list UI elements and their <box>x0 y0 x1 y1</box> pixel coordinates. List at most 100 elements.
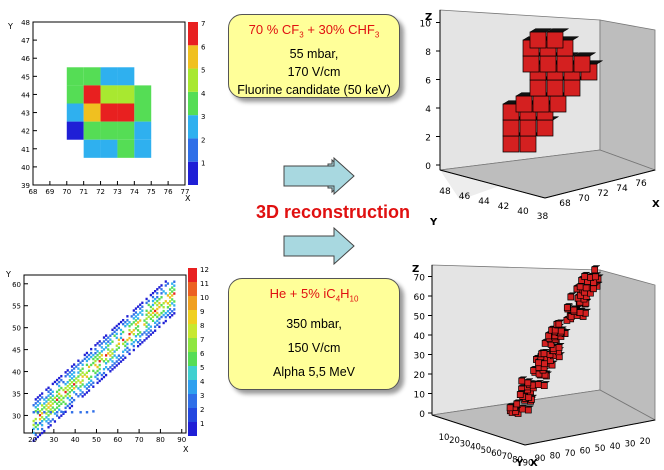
color-scale-label: 8 <box>200 322 204 330</box>
heatmap-cell <box>107 344 110 347</box>
top-gas-subscript-2: 3 <box>374 30 380 40</box>
heatmap-cell <box>51 390 54 394</box>
heatmap-cell <box>132 348 135 352</box>
heatmap-cell <box>105 366 108 369</box>
heatmap-cell <box>160 284 163 287</box>
heatmap-cell <box>128 321 131 324</box>
heatmap-cell <box>109 366 112 369</box>
heatmap-cell <box>49 424 52 427</box>
y-tick-label: 80 <box>512 455 523 465</box>
color-scale-label: 3 <box>200 392 204 400</box>
heatmap-cell <box>62 396 65 400</box>
heatmap-cell <box>164 280 167 283</box>
top-3d-x-label: X <box>652 199 660 210</box>
heatmap-cell <box>151 331 155 334</box>
heatmap-cell <box>68 406 71 410</box>
heatmap-cell <box>38 394 42 397</box>
heatmap-cell <box>73 367 76 370</box>
color-scale-label: 7 <box>200 336 204 344</box>
heatmap-cell <box>164 292 167 295</box>
heatmap-cell <box>90 375 93 378</box>
voxel-face <box>591 266 599 274</box>
heatmap-cell <box>32 431 35 435</box>
heatmap-cell <box>98 379 101 383</box>
heatmap-cell <box>96 365 99 369</box>
heatmap-cell <box>92 385 95 388</box>
heatmap-cell <box>171 294 174 297</box>
voxel-top <box>516 390 527 392</box>
x-tick-label: 20 <box>28 436 37 444</box>
heatmap-cell <box>107 360 110 363</box>
bottom-parameter-box: He + 5% iC4H10 350 mbar, 150 V/cm Alpha … <box>228 278 400 390</box>
heatmap-cell <box>98 356 101 359</box>
heatmap-cell <box>171 314 174 317</box>
heatmap-cell <box>154 290 157 293</box>
heatmap-cell <box>147 335 150 338</box>
color-scale-segment <box>188 408 197 422</box>
heatmap-cell <box>149 313 152 317</box>
heatmap-cell <box>134 103 152 122</box>
heatmap-cell <box>154 301 157 305</box>
heatmap-cell <box>73 383 76 386</box>
y-tick-label: 46 <box>459 192 471 202</box>
y-tick-label: 46 <box>21 55 30 63</box>
x-tick-label: 50 <box>92 436 101 444</box>
bottom-3d-y-label: Y <box>515 458 524 469</box>
heatmap-cell <box>64 394 67 398</box>
heatmap-cell <box>117 358 120 361</box>
heatmap-cell <box>55 414 59 417</box>
color-scale-label: 4 <box>201 90 206 98</box>
heatmap-cell <box>58 396 61 400</box>
voxel-face <box>592 273 599 281</box>
heatmap-cell <box>154 309 157 313</box>
heatmap-cell <box>145 313 148 316</box>
heatmap-cell <box>38 398 42 401</box>
heatmap-cell <box>164 319 167 323</box>
heatmap-cell <box>77 387 80 390</box>
heatmap-cell <box>115 328 118 332</box>
heatmap-cell <box>47 402 50 405</box>
heatmap-cell <box>124 344 127 348</box>
bottom-gas-mixture: He + 5% iC4H10 <box>229 285 399 309</box>
heatmap-cell <box>90 379 93 382</box>
heatmap-cell <box>98 367 101 371</box>
heatmap-cell <box>128 352 131 356</box>
heatmap-cell <box>41 392 44 395</box>
heatmap-cell <box>49 388 52 391</box>
heatmap-cell <box>96 381 99 385</box>
heatmap-cell <box>145 297 148 301</box>
voxel-top <box>573 52 597 57</box>
heatmap-cell <box>117 346 120 349</box>
heatmap-cell <box>105 358 108 361</box>
heatmap-cell <box>156 311 159 315</box>
x-tick-label: 30 <box>49 436 58 444</box>
heatmap-cell <box>117 67 135 86</box>
heatmap-cell <box>126 338 129 342</box>
heatmap-cell <box>111 368 114 371</box>
top-gas-prefix: 70 % CF <box>248 22 300 37</box>
y-tick-label: 43 <box>21 110 30 118</box>
y-tick-label: 40 <box>21 164 30 172</box>
heatmap-cell <box>111 356 114 359</box>
color-scale-label: 6 <box>201 43 206 51</box>
heatmap-cell <box>151 315 155 319</box>
heatmap-cell <box>113 334 116 338</box>
heatmap-cell <box>117 362 120 365</box>
x-tick-label: 70 <box>578 194 590 204</box>
heatmap-cell <box>98 371 101 375</box>
heatmap-cell <box>171 282 174 285</box>
heatmap-cell <box>151 291 155 295</box>
heatmap-cell <box>79 411 82 414</box>
heatmap-cell <box>136 321 140 324</box>
heatmap-cell <box>81 375 84 378</box>
color-scale-segment <box>188 366 197 380</box>
heatmap-cell <box>34 402 37 405</box>
heatmap-cell <box>141 341 144 344</box>
x-tick-label: 73 <box>113 188 122 196</box>
y-tick-label: 30 <box>460 439 471 449</box>
x-tick-label: 72 <box>597 189 608 199</box>
heatmap-cell <box>85 383 89 386</box>
heatmap-cell <box>102 360 106 363</box>
heatmap-cell <box>66 384 69 388</box>
heatmap-cell <box>134 121 152 140</box>
